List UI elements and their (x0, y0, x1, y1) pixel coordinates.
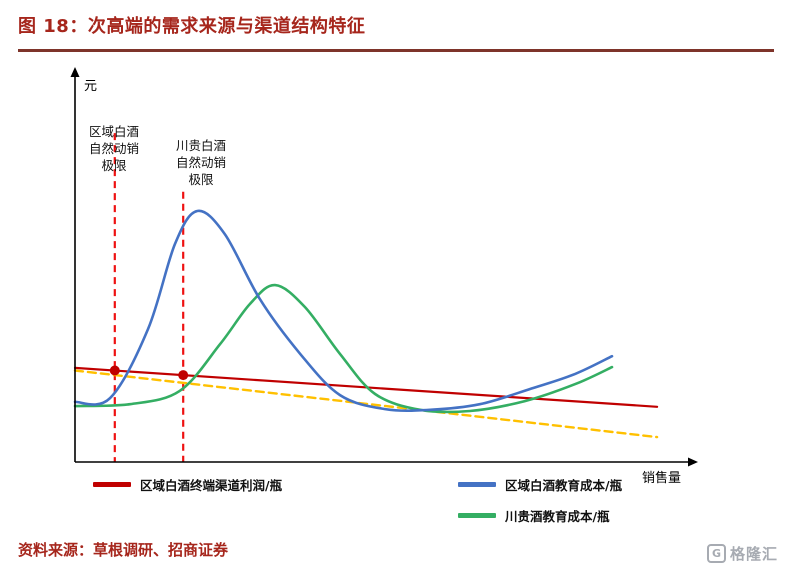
annotation-line: 川贵白酒 (175, 138, 226, 153)
legend-item-regional-education-cost: 区域白酒教育成本/瓶 (458, 477, 623, 493)
annotation-line: 极限 (188, 172, 214, 187)
legend-label: 川贵酒教育成本/瓶 (505, 508, 610, 524)
chart-canvas (70, 67, 698, 467)
y-axis-arrow (70, 67, 80, 77)
chart-area: 元 销售量 区域白酒 自然动销 极限 川贵白酒 自然动销 极限 区域白酒终端渠道… (0, 65, 792, 531)
legend-label: 区域白酒终端渠道利润/瓶 (140, 477, 283, 493)
legend-item-chuangui-education-cost: 川贵酒教育成本/瓶 (458, 508, 610, 524)
legend-item-regional-terminal-profit: 区域白酒终端渠道利润/瓶 (93, 477, 283, 493)
annotation-line: 自然动销 (88, 141, 139, 156)
source-note: 资料来源：草根调研、招商证券 (18, 541, 229, 559)
annotation-chuangui-natural-sales-limit: 川贵白酒 自然动销 极限 (163, 137, 239, 188)
legend-swatch-red-line (93, 481, 131, 487)
y-axis-label: 元 (84, 79, 98, 94)
intersection-dot-1 (178, 370, 189, 381)
series-regional-education-cost (73, 209, 614, 412)
series-chuangui-education-cost (73, 283, 614, 414)
figure-title: 图 18：次高端的需求来源与渠道结构特征 (18, 16, 366, 37)
legend-label: 区域白酒教育成本/瓶 (505, 477, 623, 493)
x-axis-label: 销售量 (642, 471, 682, 486)
annotation-line: 自然动销 (175, 155, 226, 170)
gelonghui-logo-icon: G (706, 544, 726, 563)
annotation-line: 极限 (101, 158, 127, 173)
gelonghui-logo: G 格隆汇 (706, 543, 778, 564)
intersection-dot-0 (109, 365, 120, 376)
series-yellow-dashed-reference (73, 369, 659, 439)
legend-swatch-blue-line (458, 481, 496, 487)
x-axis-arrow (688, 457, 698, 467)
title-divider (18, 49, 774, 52)
legend-swatch-green-line (458, 512, 496, 518)
annotation-line: 区域白酒 (88, 124, 139, 139)
annotation-regional-natural-sales-limit: 区域白酒 自然动销 极限 (80, 123, 148, 174)
gelonghui-logo-text: 格隆汇 (729, 545, 778, 563)
